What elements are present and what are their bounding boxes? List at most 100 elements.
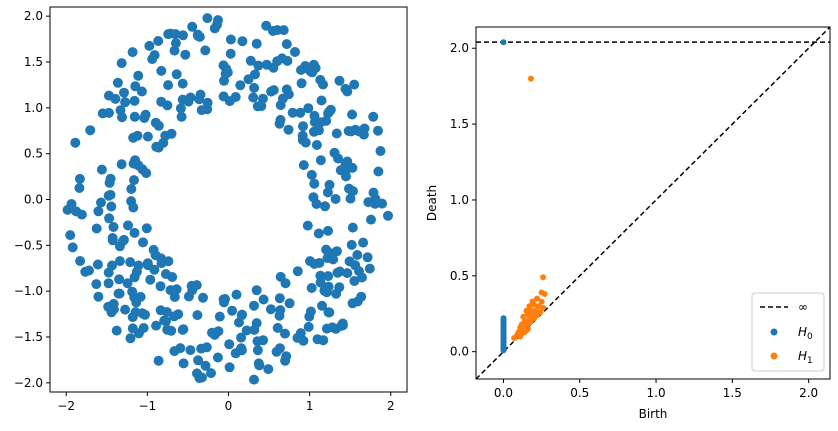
cloud-point [213,15,223,26]
cloud-point [191,280,202,291]
cloud-point [117,112,127,123]
cloud-point [192,368,202,379]
cloud-point [75,256,86,266]
cloud-point [141,223,152,234]
cloud-point [271,346,282,357]
cloud-point [209,23,220,34]
cloud-point [92,259,103,270]
cloud-point [313,125,324,136]
h0-point [500,39,507,46]
cloud-point [318,79,328,90]
y-axis-label: Death [425,185,439,221]
cloud-point [336,320,347,331]
cloud-point [347,222,358,233]
cloud-point [129,272,140,283]
cloud-point [352,250,363,260]
cloud-point [84,265,94,276]
cloud-point [93,206,104,217]
cloud-point [153,355,164,366]
cloud-point [252,101,263,112]
cloud-point [354,126,364,137]
cloud-point [275,271,286,282]
cloud-point [358,237,369,248]
cloud-point [200,360,211,371]
cloud-point [327,322,338,333]
cloud-point [166,128,177,139]
cloud-point [185,345,196,356]
cloud-point [170,29,181,40]
cloud-point [324,179,335,190]
cloud-point [70,137,81,148]
cloud-point [300,137,311,148]
persistence-axes-frame [475,26,831,380]
cloud-point [322,187,333,198]
cloud-point [212,352,223,363]
cloud-point [295,328,306,339]
cloud-point [272,56,283,67]
y-tick-label: −0.5 [14,238,43,252]
cloud-point [175,103,186,114]
cloud-point [249,374,259,385]
cloud-point [251,285,262,296]
cloud-point [169,311,180,322]
cloud-point [132,130,143,141]
cloud-point [309,258,320,269]
legend-infinity-label: ∞ [798,300,808,314]
cloud-point [116,58,127,69]
cloud-point [254,360,265,371]
cloud-point [249,324,260,335]
h1-point [540,274,547,281]
cloud-point [129,227,140,238]
cloud-point [166,325,177,336]
x-tick-label: 1.0 [647,386,666,400]
cloud-point [243,74,254,85]
cloud-point [177,324,188,335]
cloud-point [261,20,272,31]
cloud-point [308,59,319,70]
cloud-point [138,237,148,248]
cloud-point [177,94,188,105]
x-tick-label: 0.0 [494,386,513,400]
cloud-point [178,358,189,369]
cloud-point [112,77,123,88]
cloud-point [156,258,167,269]
legend-h0-swatch [770,328,778,336]
cloud-point [321,287,332,298]
cloud-point [346,126,357,137]
h1-point [517,333,524,340]
cloud-point [93,291,104,302]
x-tick-label: 1 [306,399,314,413]
cloud-point [258,294,269,305]
cloud-point [318,335,329,346]
cloud-point [334,75,345,86]
cloud-point [116,159,127,170]
cloud-point [153,120,164,131]
cloud-point [309,178,320,189]
x-tick-label: 2 [387,399,395,413]
cloud-point [194,94,205,105]
h1-point [540,304,547,311]
cloud-point [169,292,180,302]
cloud-point [349,79,360,90]
cloud-point [76,209,87,220]
point-cloud-points [62,13,393,385]
cloud-point [120,304,131,315]
cloud-point [111,325,122,336]
cloud-point [114,256,125,267]
x-tick-label: 2.0 [799,386,818,400]
cloud-point [108,222,119,232]
cloud-point [160,269,171,279]
cloud-point [126,184,137,194]
cloud-point [249,300,259,311]
cloud-point [302,220,313,231]
cloud-point [306,283,317,293]
cloud-point [349,276,360,286]
cloud-point [330,194,341,204]
cloud-point [308,192,319,203]
cloud-point [323,108,334,119]
cloud-point [62,204,73,215]
cloud-point [313,228,324,239]
cloud-point [196,105,207,116]
cloud-point [231,289,242,300]
